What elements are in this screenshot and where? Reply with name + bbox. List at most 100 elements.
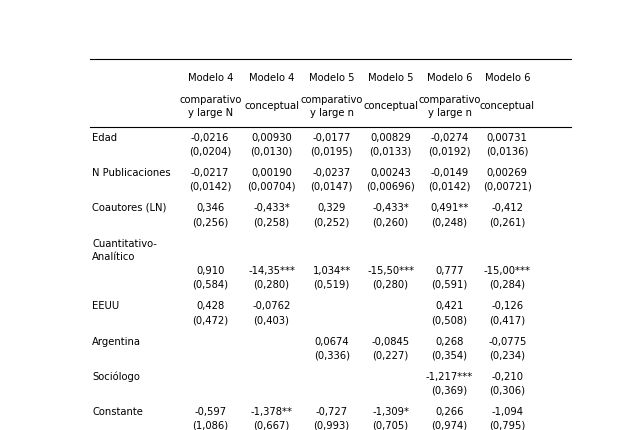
- Text: Modelo 4: Modelo 4: [249, 73, 294, 83]
- Text: (0,417): (0,417): [489, 315, 525, 325]
- Text: 0,00269: 0,00269: [487, 167, 528, 177]
- Text: (0,306): (0,306): [490, 385, 525, 395]
- Text: (0,0136): (0,0136): [486, 147, 529, 157]
- Text: -0,0149: -0,0149: [431, 167, 468, 177]
- Text: (1,086): (1,086): [192, 420, 228, 430]
- Text: 0,00190: 0,00190: [251, 167, 292, 177]
- Text: comparativo
y large n: comparativo y large n: [419, 95, 481, 118]
- Text: (0,0192): (0,0192): [428, 147, 471, 157]
- Text: conceptual: conceptual: [363, 101, 418, 111]
- Text: -0,597: -0,597: [194, 405, 227, 416]
- Text: (0,261): (0,261): [489, 217, 525, 227]
- Text: (0,519): (0,519): [314, 279, 350, 289]
- Text: -1,309*: -1,309*: [372, 405, 409, 416]
- Text: Constante: Constante: [92, 405, 143, 416]
- Text: Coautores (LN): Coautores (LN): [92, 202, 167, 212]
- Text: -0,0845: -0,0845: [372, 336, 410, 346]
- Text: Analítico: Analítico: [92, 252, 136, 261]
- Text: -0,0775: -0,0775: [488, 336, 527, 346]
- Text: (0,0147): (0,0147): [310, 181, 353, 191]
- Text: (0,280): (0,280): [372, 279, 408, 289]
- Text: (0,795): (0,795): [489, 420, 525, 430]
- Text: 0,428: 0,428: [196, 301, 225, 311]
- Text: 0,346: 0,346: [196, 202, 225, 212]
- Text: 0,491**: 0,491**: [430, 202, 468, 212]
- Text: comparativo
y large n: comparativo y large n: [301, 95, 363, 118]
- Text: -1,094: -1,094: [492, 405, 524, 416]
- Text: (0,0195): (0,0195): [310, 147, 353, 157]
- Text: (0,00704): (0,00704): [247, 181, 296, 191]
- Text: (0,0142): (0,0142): [189, 181, 232, 191]
- Text: (0,248): (0,248): [431, 217, 468, 227]
- Text: (0,591): (0,591): [431, 279, 468, 289]
- Text: (0,403): (0,403): [253, 315, 289, 325]
- Text: -14,35***: -14,35***: [248, 266, 295, 276]
- Text: Modelo 6: Modelo 6: [427, 73, 472, 83]
- Text: (0,0204): (0,0204): [189, 147, 231, 157]
- Text: 1,034**: 1,034**: [312, 266, 351, 276]
- Text: (0,227): (0,227): [372, 350, 409, 360]
- Text: -15,00***: -15,00***: [484, 266, 531, 276]
- Text: (0,993): (0,993): [314, 420, 349, 430]
- Text: Sociólogo: Sociólogo: [92, 370, 140, 381]
- Text: (0,667): (0,667): [253, 420, 290, 430]
- Text: (0,354): (0,354): [431, 350, 468, 360]
- Text: conceptual: conceptual: [480, 101, 535, 111]
- Text: -0,0762: -0,0762: [252, 301, 291, 311]
- Text: -0,433*: -0,433*: [372, 202, 409, 212]
- Text: -15,50***: -15,50***: [367, 266, 414, 276]
- Text: 0,266: 0,266: [435, 405, 464, 416]
- Text: (0,369): (0,369): [431, 385, 468, 395]
- Text: -0,210: -0,210: [492, 371, 524, 381]
- Text: comparativo
y large N: comparativo y large N: [179, 95, 241, 118]
- Text: 0,329: 0,329: [317, 202, 346, 212]
- Text: -0,412: -0,412: [492, 202, 524, 212]
- Text: Modelo 6: Modelo 6: [484, 73, 530, 83]
- Text: (0,284): (0,284): [490, 279, 525, 289]
- Text: (0,584): (0,584): [192, 279, 228, 289]
- Text: Modelo 4: Modelo 4: [188, 73, 233, 83]
- Text: 0,421: 0,421: [435, 301, 464, 311]
- Text: -0,0217: -0,0217: [191, 167, 229, 177]
- Text: (0,00721): (0,00721): [483, 181, 532, 191]
- Text: -0,0216: -0,0216: [191, 132, 229, 142]
- Text: (0,234): (0,234): [490, 350, 525, 360]
- Text: (0,336): (0,336): [314, 350, 349, 360]
- Text: (0,252): (0,252): [314, 217, 350, 227]
- Text: -0,0177: -0,0177: [312, 132, 351, 142]
- Text: -0,433*: -0,433*: [253, 202, 290, 212]
- Text: 0,268: 0,268: [435, 336, 464, 346]
- Text: -0,0237: -0,0237: [312, 167, 351, 177]
- Text: EEUU: EEUU: [92, 301, 120, 311]
- Text: (0,974): (0,974): [431, 420, 468, 430]
- Text: 0,00829: 0,00829: [370, 132, 411, 142]
- Text: -0,0274: -0,0274: [431, 132, 468, 142]
- Text: 0,0674: 0,0674: [314, 336, 349, 346]
- Text: -1,378**: -1,378**: [250, 405, 292, 416]
- Text: Cuantitativo-: Cuantitativo-: [92, 239, 157, 249]
- Text: (0,00696): (0,00696): [366, 181, 415, 191]
- Text: Argentina: Argentina: [92, 336, 141, 346]
- Text: 0,00930: 0,00930: [251, 132, 292, 142]
- Text: -0,126: -0,126: [492, 301, 524, 311]
- Text: (0,508): (0,508): [431, 315, 468, 325]
- Text: (0,705): (0,705): [372, 420, 409, 430]
- Text: Modelo 5: Modelo 5: [368, 73, 413, 83]
- Text: (0,0142): (0,0142): [428, 181, 471, 191]
- Text: (0,0130): (0,0130): [250, 147, 292, 157]
- Text: 0,910: 0,910: [196, 266, 225, 276]
- Text: Edad: Edad: [92, 132, 118, 142]
- Text: -0,727: -0,727: [316, 405, 348, 416]
- Text: (0,0133): (0,0133): [369, 147, 412, 157]
- Text: (0,280): (0,280): [253, 279, 289, 289]
- Text: conceptual: conceptual: [244, 101, 299, 111]
- Text: Modelo 5: Modelo 5: [309, 73, 355, 83]
- Text: (0,260): (0,260): [372, 217, 409, 227]
- Text: -1,217***: -1,217***: [426, 371, 473, 381]
- Text: (0,256): (0,256): [192, 217, 228, 227]
- Text: (0,472): (0,472): [192, 315, 228, 325]
- Text: N Publicaciones: N Publicaciones: [92, 167, 171, 177]
- Text: 0,777: 0,777: [435, 266, 464, 276]
- Text: 0,00243: 0,00243: [371, 167, 411, 177]
- Text: (0,258): (0,258): [253, 217, 290, 227]
